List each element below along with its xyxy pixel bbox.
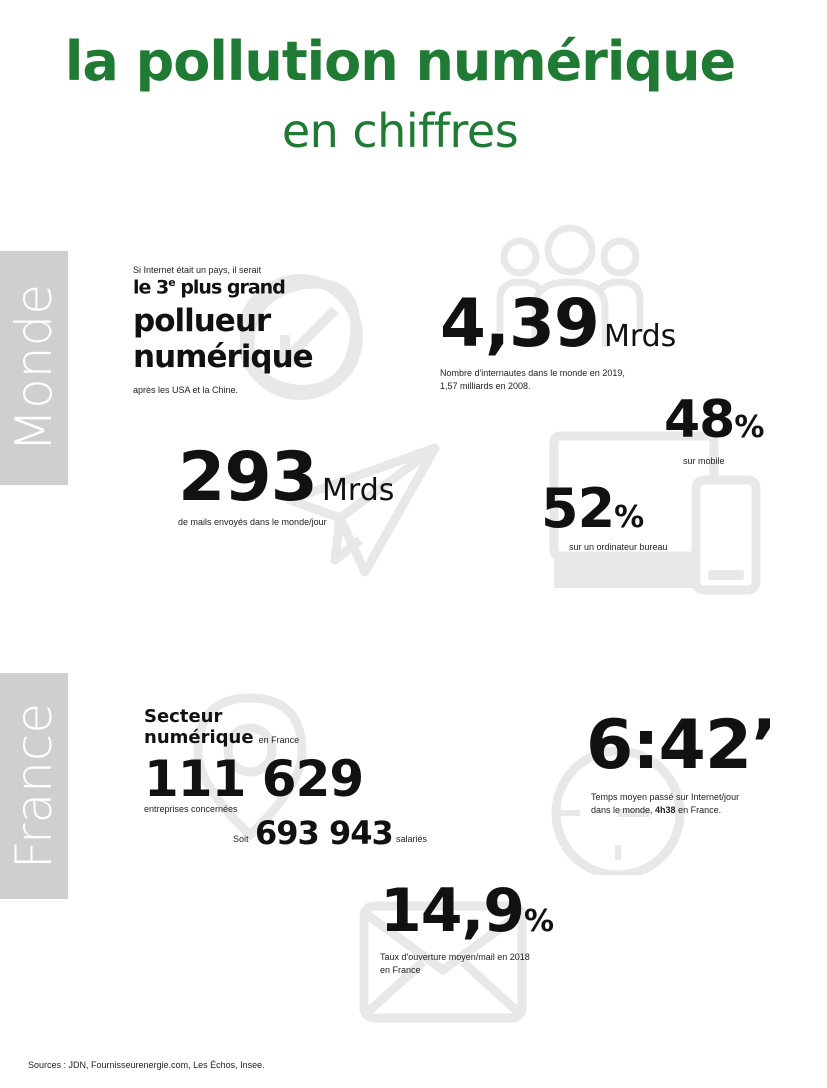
temps-line2-post: en France. xyxy=(675,805,722,815)
bureau-label: sur un ordinateur bureau xyxy=(569,542,668,552)
mails-stat: 293 Mrds xyxy=(178,438,394,517)
temps-line2-pre: dans le monde, xyxy=(591,805,656,815)
page-title: la pollution numérique xyxy=(64,30,736,93)
mobile-unit: % xyxy=(734,410,764,445)
ouverture-unit: % xyxy=(524,904,554,939)
mobile-value: 48 xyxy=(664,390,735,450)
mobile-label: sur mobile xyxy=(683,456,725,466)
section-label-monde-text: Monde xyxy=(5,284,63,452)
secteur-line1: Secteur xyxy=(144,706,223,727)
bureau-value: 52 xyxy=(541,477,615,540)
pays-line3: numérique xyxy=(133,339,314,375)
pays-rank-pre: le 3 xyxy=(133,276,169,299)
internautes-stat: 4,39 Mrds xyxy=(440,285,676,362)
bureau-unit: % xyxy=(614,500,644,535)
ouverture-stat: 14,9% xyxy=(380,876,554,946)
pays-line2: pollueur xyxy=(133,303,271,339)
internautes-value: 4,39 xyxy=(440,285,600,362)
ouverture-value: 14,9 xyxy=(380,876,525,946)
mails-unit: Mrds xyxy=(322,473,395,508)
mobile-stat: 48% xyxy=(664,390,764,450)
internautes-line1: Nombre d'internautes dans le monde en 20… xyxy=(440,368,625,378)
section-label-france-text: France xyxy=(5,702,63,870)
temps-line1: Temps moyen passé sur Internet/jour xyxy=(591,792,740,802)
temps-line2: dans le monde, 4h38 en France. xyxy=(591,804,721,817)
sources: Sources : JDN, Fournisseurenergie.com, L… xyxy=(28,1060,265,1070)
pays-rank-sup: e xyxy=(168,276,176,289)
ouverture-line1: Taux d'ouverture moyen/mail en 2018 xyxy=(380,952,530,962)
internautes-unit: Mrds xyxy=(603,319,677,354)
pays-rank-post: plus grand xyxy=(174,276,286,299)
temps-line2-bold: 4h38 xyxy=(655,805,676,815)
pays-intro: Si Internet était un pays, il serait xyxy=(133,265,262,275)
bureau-stat: 52% xyxy=(541,477,644,540)
secteur-value: 111 629 xyxy=(144,750,364,808)
salaries-value: 693 943 xyxy=(255,814,394,852)
pays-rank: le 3e plus grand xyxy=(133,276,286,299)
secteur-label: entreprises concernées xyxy=(144,804,238,814)
section-label-monde: Monde xyxy=(0,251,68,485)
ouverture-line2: en France xyxy=(380,965,421,975)
secteur-line2-row: numérique en France xyxy=(144,727,299,748)
mails-value: 293 xyxy=(178,438,318,517)
temps-value: 6:42’ xyxy=(586,706,777,785)
page-subtitle: en chiffres xyxy=(281,104,519,158)
section-label-france: France xyxy=(0,673,68,899)
secteur-soit: Soit xyxy=(233,834,249,844)
internautes-line2: 1,57 milliards en 2008. xyxy=(440,381,531,391)
secteur-line2: numérique xyxy=(144,727,254,748)
salaries-label: salariés xyxy=(396,834,428,844)
mails-label: de mails envoyés dans le monde/jour xyxy=(178,517,327,527)
pays-after: après les USA et la Chine. xyxy=(133,385,239,395)
secteur-suffix: en France xyxy=(258,735,300,745)
